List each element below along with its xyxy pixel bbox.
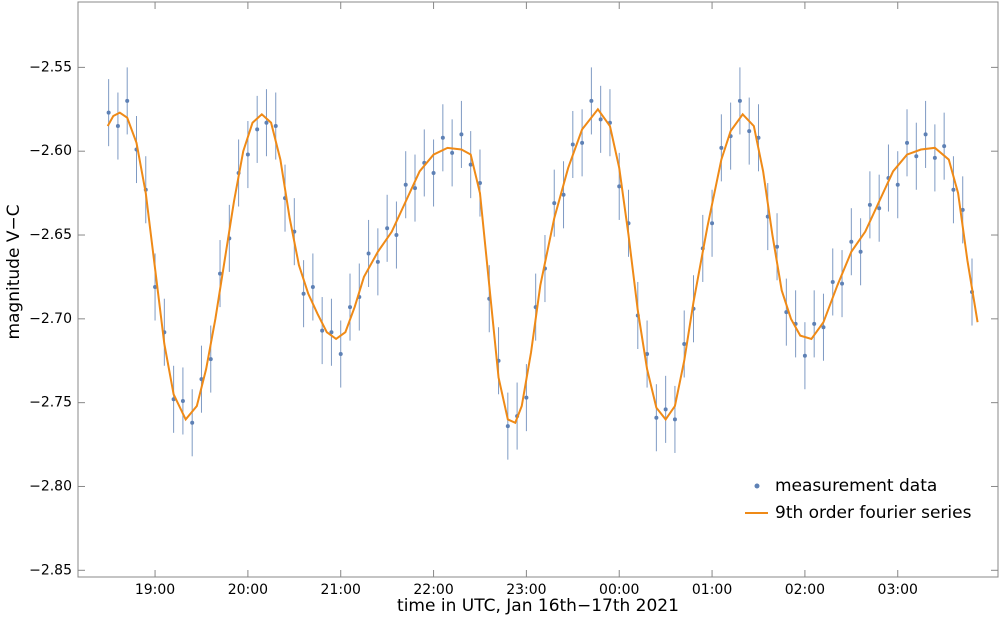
x-tick-label: 02:00: [785, 582, 825, 598]
data-point: [960, 207, 965, 212]
data-point: [849, 239, 854, 244]
data-point: [329, 330, 334, 335]
data-point: [672, 417, 677, 422]
data-point: [663, 407, 668, 412]
data-point: [747, 129, 752, 134]
data-point: [589, 98, 594, 103]
data-point: [951, 187, 956, 192]
fit-line: [106, 107, 979, 425]
x-tick-label: 22:00: [413, 582, 453, 598]
data-point: [366, 251, 371, 256]
data-point: [403, 182, 408, 187]
data-point: [645, 352, 650, 357]
x-tick-label: 20:00: [228, 582, 268, 598]
data-point: [524, 395, 529, 400]
data-point: [375, 259, 380, 264]
x-tick-label: 19:00: [135, 582, 175, 598]
x-tick-label: 23:00: [506, 582, 546, 598]
y-tick-label: −2.70: [29, 311, 72, 327]
data-point: [338, 352, 343, 357]
data-point: [784, 310, 789, 315]
data-point: [802, 353, 807, 358]
data-point: [682, 341, 687, 346]
data-point: [310, 284, 315, 289]
data-point: [552, 201, 557, 206]
data-point: [348, 305, 353, 310]
data-point: [895, 182, 900, 187]
data-point: [477, 181, 482, 186]
data-point: [840, 281, 845, 286]
data-point: [255, 127, 260, 132]
data-point: [218, 271, 223, 276]
data-point: [412, 186, 417, 191]
y-tick-label: −2.55: [29, 59, 72, 75]
data-point: [450, 150, 455, 155]
data-point: [153, 284, 158, 289]
data-point: [440, 135, 445, 140]
data-point: [877, 206, 882, 211]
data-point: [598, 117, 603, 122]
data-point: [125, 98, 130, 103]
data-point: [812, 321, 817, 326]
legend-label: 9th order fourier series: [775, 503, 972, 523]
y-tick-label: −2.80: [29, 478, 72, 494]
data-point: [942, 144, 947, 149]
y-axis-label: magnitude V−C: [4, 204, 24, 339]
x-tick-label: 21:00: [321, 582, 361, 598]
data-point: [756, 135, 761, 140]
data-point: [208, 357, 213, 362]
data-point: [301, 291, 306, 296]
y-tick-label: −2.60: [29, 143, 72, 159]
data-point: [459, 132, 464, 137]
data-point: [775, 244, 780, 249]
data-point: [932, 155, 937, 160]
data-point: [180, 398, 185, 403]
data-point: [821, 325, 826, 330]
data-point: [570, 142, 575, 147]
x-tick-label: 03:00: [878, 582, 918, 598]
y-tick-label: −2.75: [29, 395, 72, 411]
data-point: [737, 98, 742, 103]
data-point: [830, 279, 835, 284]
x-tick-label: 01:00: [692, 582, 732, 598]
data-point: [245, 152, 250, 157]
data-point: [468, 162, 473, 167]
data-point: [273, 124, 278, 129]
data-point: [561, 192, 566, 197]
data-point: [580, 140, 585, 145]
legend-marker: [754, 483, 760, 489]
data-point: [106, 110, 111, 115]
x-axis-label: time in UTC, Jan 16th−17th 2021: [397, 596, 679, 616]
data-point: [505, 424, 510, 429]
y-tick-label: −2.65: [29, 227, 72, 243]
data-point: [905, 140, 910, 145]
data-point: [394, 233, 399, 238]
data-point: [385, 226, 390, 231]
plot-frame: [77, 1, 999, 578]
data-point: [115, 124, 120, 129]
data-point: [858, 249, 863, 254]
data-point: [867, 202, 872, 207]
x-tick-label: 00:00: [599, 582, 639, 598]
data-point: [719, 145, 724, 150]
data-point: [431, 170, 436, 175]
y-tick-label: −2.85: [29, 562, 72, 578]
data-point: [914, 154, 919, 159]
data-point: [320, 328, 325, 333]
data-point: [710, 221, 715, 226]
data-point: [190, 420, 195, 425]
data-point: [264, 120, 269, 125]
data-point: [923, 132, 928, 137]
data-point: [654, 415, 659, 420]
legend-label: measurement data: [775, 476, 937, 496]
data-point: [617, 184, 622, 189]
